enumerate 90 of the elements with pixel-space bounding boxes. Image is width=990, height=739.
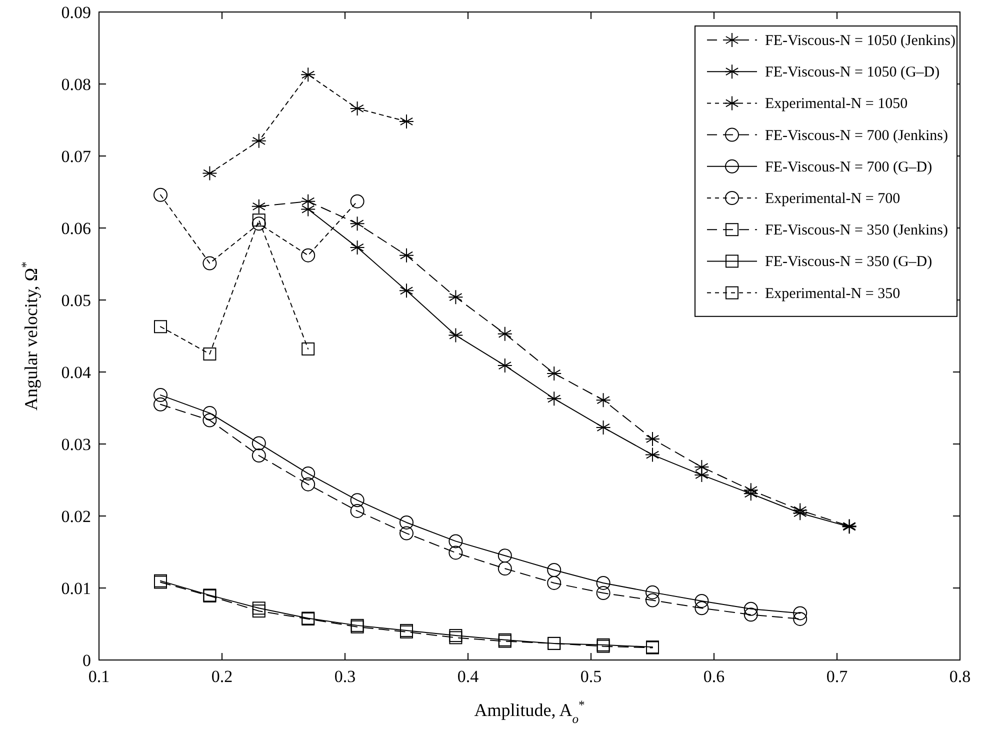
point [694, 601, 709, 616]
point [350, 240, 365, 255]
point [792, 506, 808, 521]
y-tick-label: 0.02 [61, 507, 91, 526]
point [793, 612, 808, 626]
legend-label: FE-Viscous-N = 700 (Jenkins) [765, 128, 948, 144]
point [497, 326, 512, 342]
x-tick-label: 0.7 [826, 667, 848, 686]
x-tick-label: 0.1 [88, 667, 110, 686]
point [645, 447, 660, 462]
point [252, 436, 266, 450]
point [694, 467, 710, 482]
point [547, 563, 562, 577]
point [350, 194, 364, 208]
y-tick-label: 0.09 [61, 3, 91, 22]
point [546, 366, 562, 381]
point [203, 348, 216, 360]
point [154, 188, 168, 202]
point [350, 216, 365, 232]
y-tick-label: 0.07 [61, 147, 92, 166]
point [154, 397, 168, 412]
legend-label: Experimental-N = 700 [765, 191, 900, 207]
point [202, 413, 217, 428]
point [744, 608, 758, 622]
x-tick-label: 0.6 [703, 667, 725, 686]
legend-label: Experimental-N = 1050 [765, 96, 908, 112]
point [154, 388, 168, 402]
y-tick-label: 0.04 [61, 363, 92, 382]
point [744, 602, 758, 616]
point [596, 420, 611, 435]
point [645, 431, 660, 446]
point [252, 604, 266, 618]
point [252, 448, 266, 463]
point [350, 100, 365, 116]
legend-label: FE-Viscous-N = 1050 (G–D) [765, 64, 940, 81]
point [301, 466, 316, 481]
point [300, 67, 316, 82]
point [498, 548, 512, 563]
x-tick-label: 0.4 [457, 667, 480, 686]
legend-label: Experimental-N = 350 [765, 286, 900, 302]
x-tick-label: 0.2 [211, 667, 233, 686]
point [251, 198, 266, 214]
legend-label: FE-Viscous-N = 700 (G–D) [765, 159, 932, 176]
point [154, 320, 167, 334]
point [448, 328, 464, 343]
x-tick-label: 0.3 [334, 667, 356, 686]
point [596, 392, 611, 408]
point [399, 283, 414, 298]
point [400, 526, 414, 540]
point [350, 504, 364, 518]
point [202, 256, 217, 270]
point [202, 406, 217, 420]
point [596, 586, 610, 600]
point [399, 248, 414, 263]
point [300, 202, 316, 217]
point [448, 534, 463, 548]
y-tick-label: 0.08 [61, 75, 91, 94]
point [252, 214, 266, 227]
point [400, 515, 414, 530]
point [743, 486, 758, 502]
point [301, 248, 316, 262]
point [252, 602, 266, 615]
point [547, 576, 562, 590]
point [202, 166, 218, 181]
point [497, 358, 512, 374]
point [646, 593, 660, 608]
point [694, 594, 709, 608]
y-tick-label: 0.06 [61, 219, 91, 238]
y-tick-label: 0.05 [61, 291, 91, 310]
y-tick-label: 0 [82, 651, 91, 670]
point [350, 493, 364, 508]
x-tick-label: 0.8 [949, 667, 971, 686]
legend-label: FE-Viscous-N = 350 (G–D) [765, 254, 932, 270]
point [399, 114, 414, 129]
y-tick-label: 0.01 [61, 579, 91, 598]
point [448, 546, 463, 560]
y-tick-label: 0.03 [61, 435, 91, 454]
point [448, 290, 464, 305]
point [301, 477, 316, 492]
legend-label: FE-Viscous-N = 350 (Jenkins) [765, 222, 948, 239]
point [251, 133, 266, 148]
point [546, 391, 562, 406]
legend-label: FE-Viscous-N = 1050 (Jenkins) [765, 33, 956, 49]
point [498, 562, 512, 576]
point [793, 606, 808, 620]
point [596, 576, 610, 590]
point [252, 216, 266, 231]
x-tick-label: 0.5 [580, 667, 602, 686]
point [302, 342, 315, 356]
point [646, 585, 660, 600]
